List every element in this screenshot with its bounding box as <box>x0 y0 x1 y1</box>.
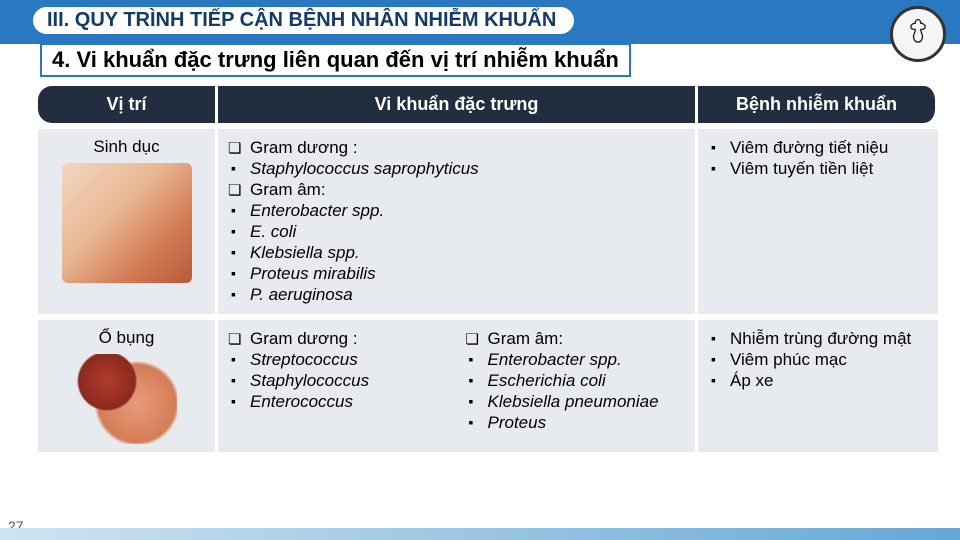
bacteria-list-left: Gram dương :StreptococcusStaphylococcusE… <box>228 329 448 412</box>
list-item: Enterococcus <box>228 392 448 412</box>
disease-cell: Nhiễm trùng đường mậtViêm phúc mạcÁp xe <box>698 314 938 452</box>
list-item: Enterobacter spp. <box>466 350 686 370</box>
list-item: Viêm đường tiết niệu <box>708 138 928 158</box>
list-item: Áp xe <box>708 371 928 391</box>
col-header-bacteria: Vi khuẩn đặc trưng <box>218 86 698 123</box>
list-item: Staphylococcus <box>228 371 448 391</box>
org-logo <box>890 6 946 62</box>
anatomy-image-genital <box>62 163 192 283</box>
list-item: E. coli <box>228 222 685 242</box>
bacteria-list: Gram dương :Staphylococcus saprophyticus… <box>228 138 685 305</box>
bacteria-cell: Gram dương :StreptococcusStaphylococcusE… <box>218 314 698 452</box>
list-item: Gram dương : <box>228 138 685 158</box>
location-cell: Sinh dục <box>38 123 218 314</box>
list-item: Viêm tuyến tiền liệt <box>708 159 928 179</box>
list-item: P. aeruginosa <box>228 285 685 305</box>
section-title: III. QUY TRÌNH TIẾP CẬN BỆNH NHÂN NHIỄM … <box>30 4 577 37</box>
location-cell: Ổ bụng <box>38 314 218 452</box>
col-header-disease: Bệnh nhiễm khuẩn <box>698 86 938 123</box>
disease-cell: Viêm đường tiết niệu Viêm tuyến tiền liệ… <box>698 123 938 314</box>
list-item: Gram âm: <box>228 180 685 200</box>
bacteria-list-right: Gram âm:Enterobacter spp.Escherichia col… <box>466 329 686 433</box>
list-item: Enterobacter spp. <box>228 201 685 221</box>
list-item: Gram dương : <box>228 329 448 349</box>
list-item: Gram âm: <box>466 329 686 349</box>
disease-list: Nhiễm trùng đường mậtViêm phúc mạcÁp xe <box>708 329 928 391</box>
footer-strip <box>0 528 960 540</box>
list-item: Streptococcus <box>228 350 448 370</box>
list-item: Klebsiella spp. <box>228 243 685 263</box>
list-item: Proteus <box>466 413 686 433</box>
location-label: Sinh dục <box>48 137 205 157</box>
location-label: Ổ bụng <box>48 328 205 348</box>
list-item: Staphylococcus saprophyticus <box>228 159 685 179</box>
list-item: Escherichia coli <box>466 371 686 391</box>
bacteria-cell: Gram dương :Staphylococcus saprophyticus… <box>218 123 698 314</box>
col-header-location: Vị trí <box>38 86 218 123</box>
list-item: Proteus mirabilis <box>228 264 685 284</box>
section-subtitle: 4. Vi khuẩn đặc trưng liên quan đến vị t… <box>40 43 631 77</box>
anatomy-image-abdomen <box>77 354 177 444</box>
disease-list: Viêm đường tiết niệu Viêm tuyến tiền liệ… <box>708 138 928 179</box>
list-item: Klebsiella pneumoniae <box>466 392 686 412</box>
list-item: Viêm phúc mạc <box>708 350 928 370</box>
list-item: Nhiễm trùng đường mật <box>708 329 928 349</box>
slide-header: III. QUY TRÌNH TIẾP CẬN BỆNH NHÂN NHIỄM … <box>0 0 960 80</box>
bacteria-table: Vị trí Vi khuẩn đặc trưng Bệnh nhiễm khu… <box>38 86 938 452</box>
